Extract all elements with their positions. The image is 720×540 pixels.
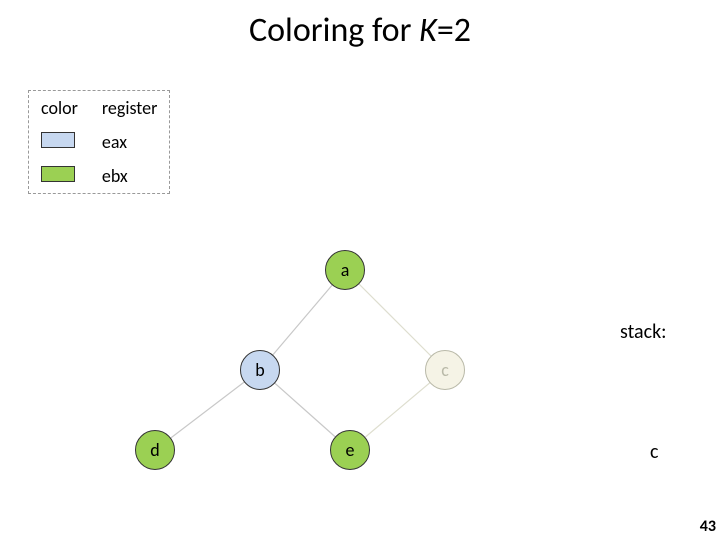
title-eq: =2: [437, 10, 471, 51]
legend-label-ebx: ebx: [90, 159, 170, 193]
color-legend: color register eax ebx: [28, 90, 170, 194]
node-e: e: [330, 430, 370, 470]
slide-title: Coloring for K=2: [0, 10, 720, 51]
legend-table: color register eax ebx: [29, 91, 169, 193]
title-k: K: [419, 10, 437, 51]
stack-item-0: c: [650, 440, 658, 464]
swatch-eax: [41, 132, 75, 148]
swatch-ebx: [41, 166, 75, 182]
legend-header-color: color: [29, 91, 90, 125]
title-prefix: Coloring for: [249, 10, 419, 51]
legend-label-eax: eax: [90, 125, 170, 159]
legend-header-register: register: [90, 91, 170, 125]
node-c: c: [425, 350, 465, 390]
node-d: d: [135, 430, 175, 470]
legend-swatch-cell: [29, 159, 90, 193]
legend-swatch-cell: [29, 125, 90, 159]
stack-label: stack:: [620, 320, 667, 344]
node-a: a: [325, 250, 365, 290]
slide-number: 43: [700, 517, 716, 536]
node-b: b: [240, 350, 280, 390]
